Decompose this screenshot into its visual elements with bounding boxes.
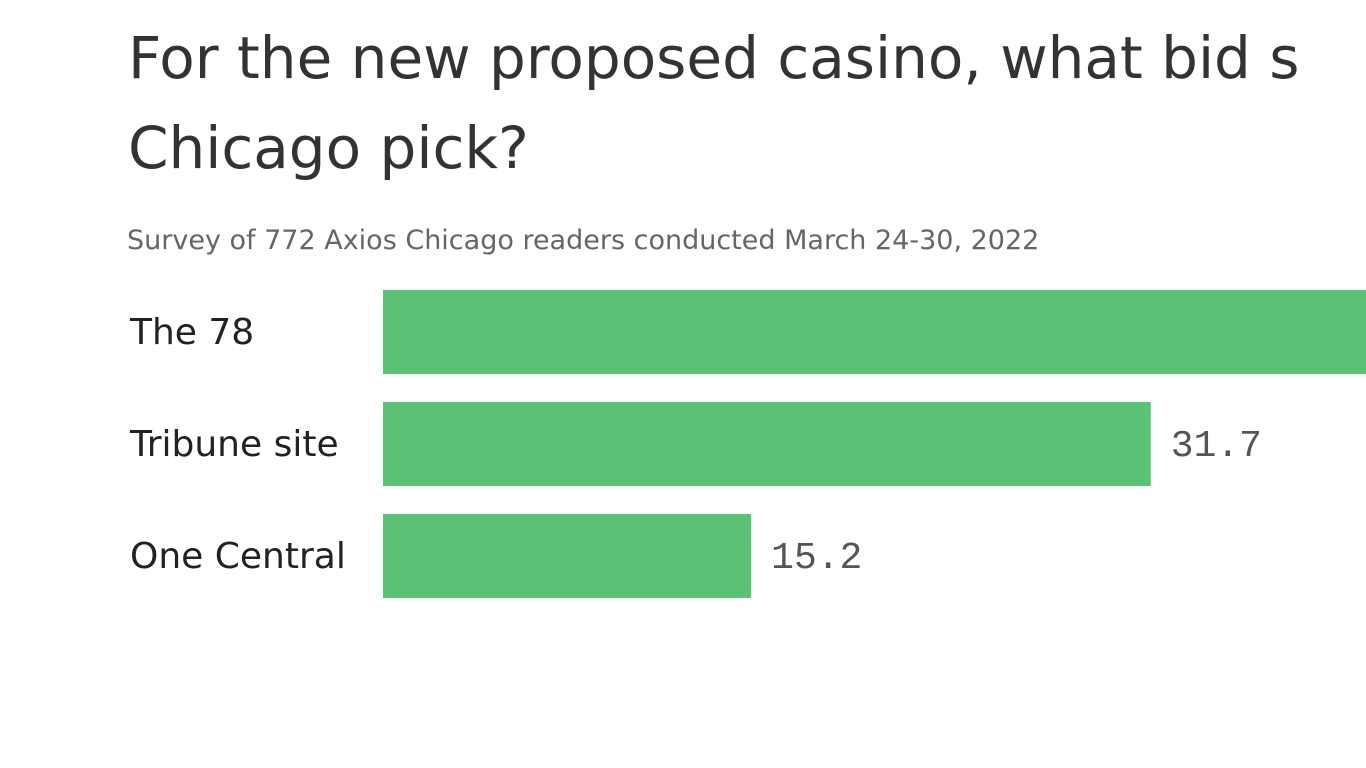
bar [383,402,1151,486]
value-label: 15.2 [771,537,862,580]
chart-title-line: Chicago pick? [128,114,529,182]
bar [383,514,752,598]
chart-title-line: For the new proposed casino, what bid s [128,24,1300,92]
chart-subtitle: Survey of 772 Axios Chicago readers cond… [127,225,1039,256]
bar [383,290,1366,374]
category-label: Tribune site [129,424,339,465]
category-label: The 78 [129,312,254,353]
value-label: 31.7 [1171,425,1262,468]
category-label: One Central [130,536,346,577]
